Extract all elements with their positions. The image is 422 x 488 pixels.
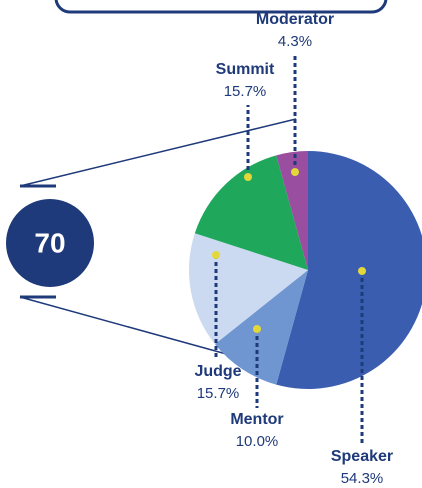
pie-slice <box>189 233 308 345</box>
slice-value: 15.7% <box>197 385 240 402</box>
slice-name: Summit <box>216 61 275 78</box>
slice-name: Judge <box>194 363 241 380</box>
pie-slice <box>276 151 422 389</box>
total-label: 70 <box>34 227 65 258</box>
leader-dot <box>244 173 252 181</box>
total-badge <box>6 199 94 287</box>
slice-value: 4.3% <box>278 33 312 50</box>
leader-dot <box>253 325 261 333</box>
pie <box>189 151 422 389</box>
labels: Speaker 54.3% Mentor 10.0% Judge 15.7% Summit 1… <box>194 11 393 487</box>
connector <box>19 118 297 187</box>
pie-slice <box>194 155 308 270</box>
connector <box>19 296 249 361</box>
leader-dot <box>291 168 299 176</box>
slice-name: Mentor <box>230 411 283 428</box>
slice-value: 10.0% <box>236 433 279 450</box>
slice-value: 54.3% <box>341 470 384 487</box>
leader-dot <box>212 251 220 259</box>
pie-slice <box>214 270 308 385</box>
leader-dot <box>358 267 366 275</box>
slice-name: Speaker <box>331 448 393 465</box>
slice-value: 15.7% <box>224 83 267 100</box>
pie-slice <box>276 151 308 270</box>
slice-name: Moderator <box>256 11 334 28</box>
header-bar <box>54 0 388 14</box>
